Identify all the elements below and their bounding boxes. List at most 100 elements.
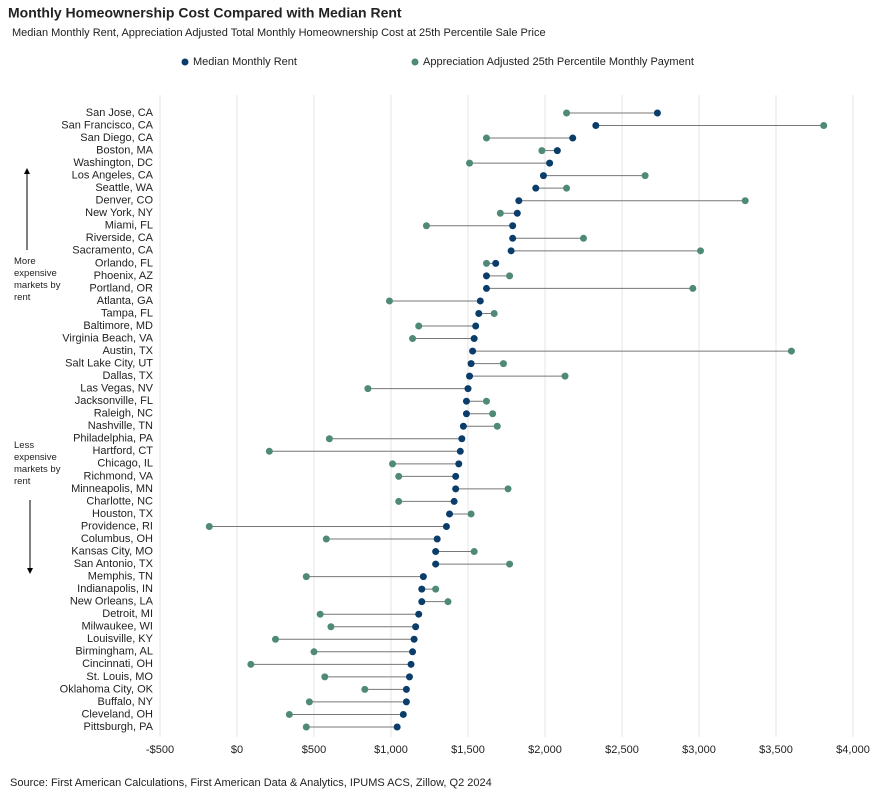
- rent-dot: [402, 685, 410, 693]
- payment-dot: [321, 673, 329, 681]
- rent-dot: [456, 447, 464, 455]
- payment-dot: [205, 522, 213, 530]
- rent-dot: [432, 548, 440, 556]
- y-tick-label: Miami, FL: [105, 220, 153, 232]
- payment-dot: [496, 209, 504, 217]
- arrow-head: [27, 568, 33, 574]
- y-tick-label: Las Vegas, NV: [80, 383, 153, 395]
- y-tick-label: New Orleans, LA: [70, 596, 154, 608]
- rent-dot: [467, 360, 475, 368]
- payment-dot: [302, 573, 310, 581]
- rent-dot: [482, 284, 490, 292]
- rent-dot: [509, 234, 517, 242]
- y-tick-label: Jacksonville, FL: [75, 395, 153, 407]
- rent-dot: [418, 585, 426, 593]
- rent-dot: [469, 347, 477, 355]
- y-tick-label: Cleveland, OH: [81, 708, 153, 720]
- y-tick-label: Columbus, OH: [81, 533, 153, 545]
- x-tick-label: $500: [302, 744, 326, 756]
- payment-dot: [504, 485, 512, 493]
- y-tick-label: Boston, MA: [96, 144, 154, 156]
- rent-dot: [419, 573, 427, 581]
- y-tick-label: San Francisco, CA: [61, 119, 153, 131]
- rent-dot: [399, 710, 407, 718]
- rent-dot: [515, 197, 523, 205]
- y-tick-label: New York, NY: [85, 207, 154, 219]
- rent-dot: [432, 560, 440, 568]
- x-tick-label: $3,000: [682, 744, 716, 756]
- rent-dot: [418, 598, 426, 606]
- payment-dot: [787, 347, 795, 355]
- x-tick-label: $3,500: [759, 744, 793, 756]
- rent-dot: [553, 147, 561, 155]
- rent-dot: [415, 610, 423, 618]
- payment-dot: [820, 122, 828, 130]
- rent-dot: [458, 435, 466, 443]
- payment-dot: [415, 322, 423, 330]
- x-tick-label: $1,000: [374, 744, 408, 756]
- payment-dot: [538, 147, 546, 155]
- payment-dot: [272, 635, 279, 643]
- rent-dot: [472, 322, 480, 330]
- y-tick-label: San Antonio, TX: [74, 558, 154, 570]
- y-tick-label: Kansas City, MO: [71, 545, 153, 557]
- annotation: Less expensive markets by rent: [14, 440, 61, 487]
- payment-dot: [580, 234, 587, 242]
- legend-marker: [411, 58, 419, 66]
- payment-dot: [327, 623, 335, 631]
- rent-dot: [513, 209, 521, 217]
- payment-dot: [310, 648, 318, 656]
- y-tick-label: Riverside, CA: [86, 232, 154, 244]
- rent-dot: [442, 522, 450, 530]
- rent-dot: [452, 472, 460, 480]
- payment-dot: [322, 535, 330, 543]
- y-tick-label: Orlando, FL: [95, 257, 153, 269]
- payment-dot: [563, 109, 571, 117]
- arrow-head: [24, 168, 30, 174]
- payment-dot: [316, 610, 324, 618]
- payment-dot: [389, 460, 397, 468]
- y-tick-label: Sacramento, CA: [72, 245, 153, 257]
- payment-dot: [422, 222, 430, 230]
- payment-dot: [482, 134, 490, 142]
- rent-dot: [462, 410, 470, 418]
- y-tick-label: Virginia Beach, VA: [62, 332, 153, 344]
- payment-dot: [493, 422, 501, 430]
- payment-dot: [364, 385, 372, 393]
- payment-dot: [305, 698, 313, 706]
- payment-dot: [302, 723, 310, 731]
- rent-dot: [410, 635, 418, 643]
- source: Source: First American Calculations, Fir…: [10, 777, 492, 789]
- y-tick-label: Richmond, VA: [84, 470, 154, 482]
- y-tick-label: Buffalo, NY: [98, 696, 154, 708]
- y-tick-label: Hartford, CT: [92, 445, 153, 457]
- x-tick-label: $4,000: [836, 744, 870, 756]
- x-tick-label: $0: [231, 744, 243, 756]
- rent-dot: [653, 109, 661, 117]
- payment-dot: [482, 397, 490, 405]
- payment-dot: [470, 548, 478, 556]
- payment-dot: [247, 660, 255, 668]
- rent-dot: [459, 422, 467, 430]
- y-tick-label: Detroit, MI: [102, 608, 153, 620]
- rent-dot: [466, 372, 474, 380]
- payment-dot: [563, 184, 571, 192]
- rent-dot: [546, 159, 554, 167]
- rent-dot: [492, 259, 500, 267]
- payment-dot: [361, 685, 369, 693]
- y-tick-label: Pittsburgh, PA: [84, 721, 154, 733]
- rent-dot: [475, 309, 483, 317]
- legend-label: Median Monthly Rent: [193, 56, 297, 68]
- rent-dot: [407, 660, 415, 668]
- payment-dot: [395, 472, 403, 480]
- payment-dot: [641, 172, 649, 180]
- payment-dot: [482, 259, 490, 267]
- rent-dot: [402, 698, 410, 706]
- y-tick-label: Minneapolis, MN: [71, 483, 153, 495]
- payment-dot: [506, 560, 514, 568]
- payment-dot: [466, 159, 474, 167]
- payment-dot: [489, 410, 497, 418]
- payment-dot: [506, 272, 514, 280]
- y-tick-label: Baltimore, MD: [83, 320, 153, 332]
